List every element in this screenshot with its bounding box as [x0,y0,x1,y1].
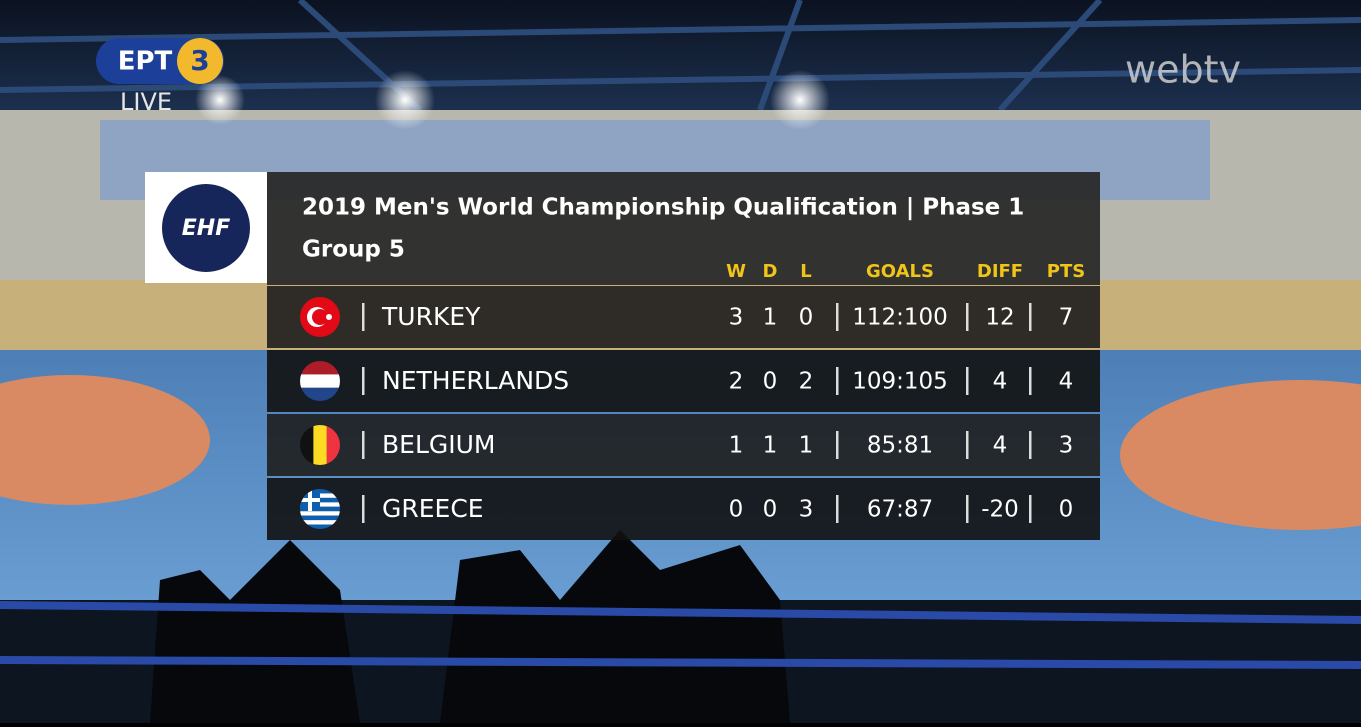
team-name: TURKEY [381,302,481,331]
flag [300,489,340,529]
channel-number: 3 [190,44,209,77]
separator [1029,303,1032,331]
flag-part [300,387,340,401]
separator [836,431,839,459]
row-background [267,478,1100,540]
team-row: BELGIUM 1 1 1 85:81 4 3 [267,414,1100,476]
watermark: webtv [1125,48,1241,92]
flag-part [312,309,328,325]
cell-l: 0 [799,305,814,331]
team-name: NETHERLANDS [382,366,569,395]
cell-pts: 0 [1059,497,1074,523]
cell-w: 0 [729,497,744,523]
cell-goals: 85:81 [867,433,933,459]
flag-part [308,489,312,511]
team-row: GREECE 0 0 3 67:87 -20 0 [267,478,1100,540]
column-header: DIFF [977,261,1023,282]
cell-l: 1 [799,433,814,459]
column-header: D [763,261,778,282]
row-background [267,414,1100,476]
flag-part [300,511,340,516]
separator [1029,367,1032,395]
cell-goals: 67:87 [867,497,933,523]
column-header: W [726,261,746,282]
row-background [267,350,1100,412]
separator [966,431,969,459]
row-background [267,286,1100,348]
live-label: LIVE [120,88,172,116]
subtitle: Group 5 [302,237,405,263]
cell-l: 2 [799,369,814,395]
team-row: TURKEY 3 1 0 112:100 12 7 [267,286,1100,348]
flag-part [300,361,340,375]
flag-part [326,425,340,465]
cell-pts: 4 [1059,369,1074,395]
cell-pts: 3 [1059,433,1074,459]
separator [1029,431,1032,459]
cell-pts: 7 [1059,305,1074,331]
separator [1029,495,1032,523]
standings-board: EHF 2019 Men's World Championship Qualif… [145,172,1100,540]
flag-part [300,374,340,388]
cell-d: 1 [763,305,778,331]
flag [300,361,340,401]
title: 2019 Men's World Championship Qualificat… [302,195,1024,221]
column-header: GOALS [866,261,934,282]
flag [300,425,340,465]
separator [966,303,969,331]
cell-l: 3 [799,497,814,523]
cell-w: 2 [729,369,744,395]
flag [300,297,340,337]
cell-diff: 4 [993,369,1008,395]
separator [966,367,969,395]
separator [966,495,969,523]
separator [362,495,365,523]
flag-part [300,524,340,529]
cell-diff: -20 [981,497,1019,523]
flag-part [300,515,340,521]
flag-part [300,520,340,525]
separator [836,495,839,523]
flag-part [300,425,314,465]
separator [362,431,365,459]
cell-d: 1 [763,433,778,459]
flag-part [326,314,332,320]
channel-name: ΕΡΤ [118,47,173,77]
flag-part [313,425,327,465]
separator [362,367,365,395]
cell-goals: 112:100 [852,305,948,331]
team-row: NETHERLANDS 2 0 2 109:105 4 4 [267,350,1100,412]
ehf-logo: EHF [182,216,230,241]
column-header: PTS [1047,261,1085,282]
cell-d: 0 [763,369,778,395]
cell-goals: 109:105 [852,369,948,395]
channel-logo: ΕΡΤ 3 LIVE [96,38,224,116]
separator [362,303,365,331]
team-name: GREECE [382,494,484,523]
separator [836,367,839,395]
cell-diff: 4 [993,433,1008,459]
team-name: BELGIUM [382,430,496,459]
cell-w: 1 [729,433,744,459]
cell-d: 0 [763,497,778,523]
separator [836,303,839,331]
cell-diff: 12 [985,305,1014,331]
column-header: L [800,261,811,282]
cell-w: 3 [729,305,744,331]
